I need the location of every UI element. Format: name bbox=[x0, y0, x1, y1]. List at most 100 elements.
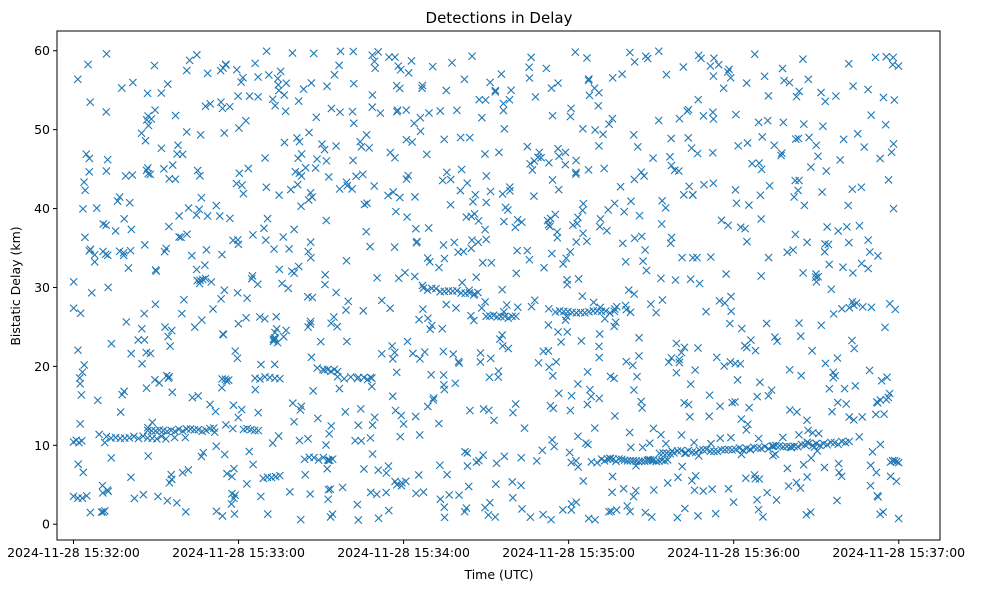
data-point bbox=[530, 296, 539, 305]
data-point bbox=[139, 432, 148, 441]
data-point bbox=[491, 513, 500, 522]
data-point bbox=[323, 82, 332, 91]
data-point bbox=[845, 413, 854, 422]
data-point bbox=[618, 239, 627, 248]
data-point bbox=[141, 136, 150, 145]
data-point bbox=[528, 166, 537, 175]
data-point bbox=[742, 237, 751, 246]
data-point bbox=[418, 81, 427, 90]
data-point bbox=[342, 178, 351, 187]
data-point bbox=[610, 411, 619, 420]
data-point bbox=[837, 304, 846, 313]
data-point bbox=[196, 130, 205, 139]
data-point bbox=[140, 335, 149, 344]
data-point bbox=[849, 82, 858, 91]
data-point bbox=[294, 97, 303, 106]
data-point bbox=[677, 348, 686, 357]
data-point bbox=[782, 442, 791, 451]
data-point bbox=[306, 253, 315, 262]
data-point bbox=[724, 445, 733, 454]
data-point bbox=[80, 178, 89, 187]
data-point bbox=[742, 425, 751, 434]
data-point bbox=[215, 212, 224, 221]
data-point bbox=[256, 360, 265, 369]
data-point bbox=[746, 445, 755, 454]
data-point bbox=[675, 114, 684, 123]
data-point bbox=[295, 137, 304, 146]
data-point bbox=[795, 176, 804, 185]
data-point bbox=[642, 266, 651, 275]
data-point bbox=[465, 406, 474, 415]
data-point bbox=[130, 494, 139, 503]
data-point bbox=[726, 357, 735, 366]
data-point bbox=[366, 488, 375, 497]
data-point bbox=[572, 456, 581, 465]
data-point bbox=[867, 111, 876, 120]
data-point bbox=[558, 505, 567, 514]
data-point bbox=[232, 179, 241, 188]
data-point bbox=[147, 115, 156, 123]
data-point bbox=[165, 478, 174, 487]
data-point bbox=[845, 437, 854, 446]
data-point bbox=[680, 343, 689, 352]
data-point bbox=[685, 412, 694, 421]
data-point bbox=[423, 286, 432, 295]
data-point bbox=[838, 263, 847, 272]
data-point bbox=[155, 378, 164, 387]
data-point bbox=[482, 235, 491, 244]
data-point bbox=[498, 342, 507, 351]
data-point bbox=[708, 108, 717, 117]
data-point bbox=[368, 51, 377, 60]
data-point bbox=[777, 151, 786, 160]
data-point bbox=[508, 408, 517, 417]
data-point bbox=[808, 346, 817, 355]
data-point bbox=[434, 263, 443, 272]
data-point bbox=[304, 247, 313, 256]
data-point bbox=[857, 259, 866, 268]
data-point bbox=[490, 416, 498, 425]
data-point bbox=[197, 193, 206, 202]
data-point bbox=[442, 300, 451, 309]
data-point bbox=[423, 402, 432, 411]
data-point bbox=[224, 376, 233, 385]
data-point bbox=[382, 469, 391, 477]
data-point bbox=[833, 398, 842, 407]
data-point bbox=[472, 273, 481, 282]
data-point bbox=[807, 454, 816, 463]
data-point bbox=[554, 327, 563, 336]
data-point bbox=[855, 221, 864, 230]
data-point bbox=[165, 372, 174, 381]
data-point bbox=[248, 271, 257, 280]
data-point bbox=[534, 358, 543, 367]
data-point bbox=[357, 142, 366, 151]
data-point bbox=[458, 278, 467, 287]
data-point bbox=[390, 243, 399, 252]
data-point bbox=[349, 79, 358, 88]
data-point bbox=[324, 485, 333, 494]
data-point bbox=[377, 296, 386, 305]
data-point bbox=[731, 185, 740, 194]
data-point bbox=[673, 473, 682, 482]
data-point bbox=[584, 514, 593, 523]
data-point bbox=[641, 245, 650, 254]
data-point bbox=[591, 515, 600, 524]
data-point bbox=[618, 70, 627, 79]
data-point bbox=[122, 317, 131, 326]
data-point bbox=[755, 159, 764, 168]
data-point bbox=[411, 412, 420, 421]
data-point bbox=[517, 453, 526, 462]
data-point bbox=[455, 359, 464, 368]
data-point bbox=[320, 145, 329, 154]
data-point bbox=[839, 135, 848, 144]
data-point bbox=[486, 187, 495, 196]
data-point bbox=[837, 472, 846, 481]
data-point bbox=[126, 473, 135, 482]
data-point bbox=[630, 290, 639, 299]
data-point bbox=[714, 60, 723, 69]
data-point bbox=[111, 226, 120, 235]
data-point bbox=[866, 461, 875, 470]
data-point bbox=[81, 186, 90, 195]
data-point bbox=[353, 374, 362, 383]
data-point bbox=[877, 376, 886, 385]
data-point bbox=[157, 89, 166, 98]
